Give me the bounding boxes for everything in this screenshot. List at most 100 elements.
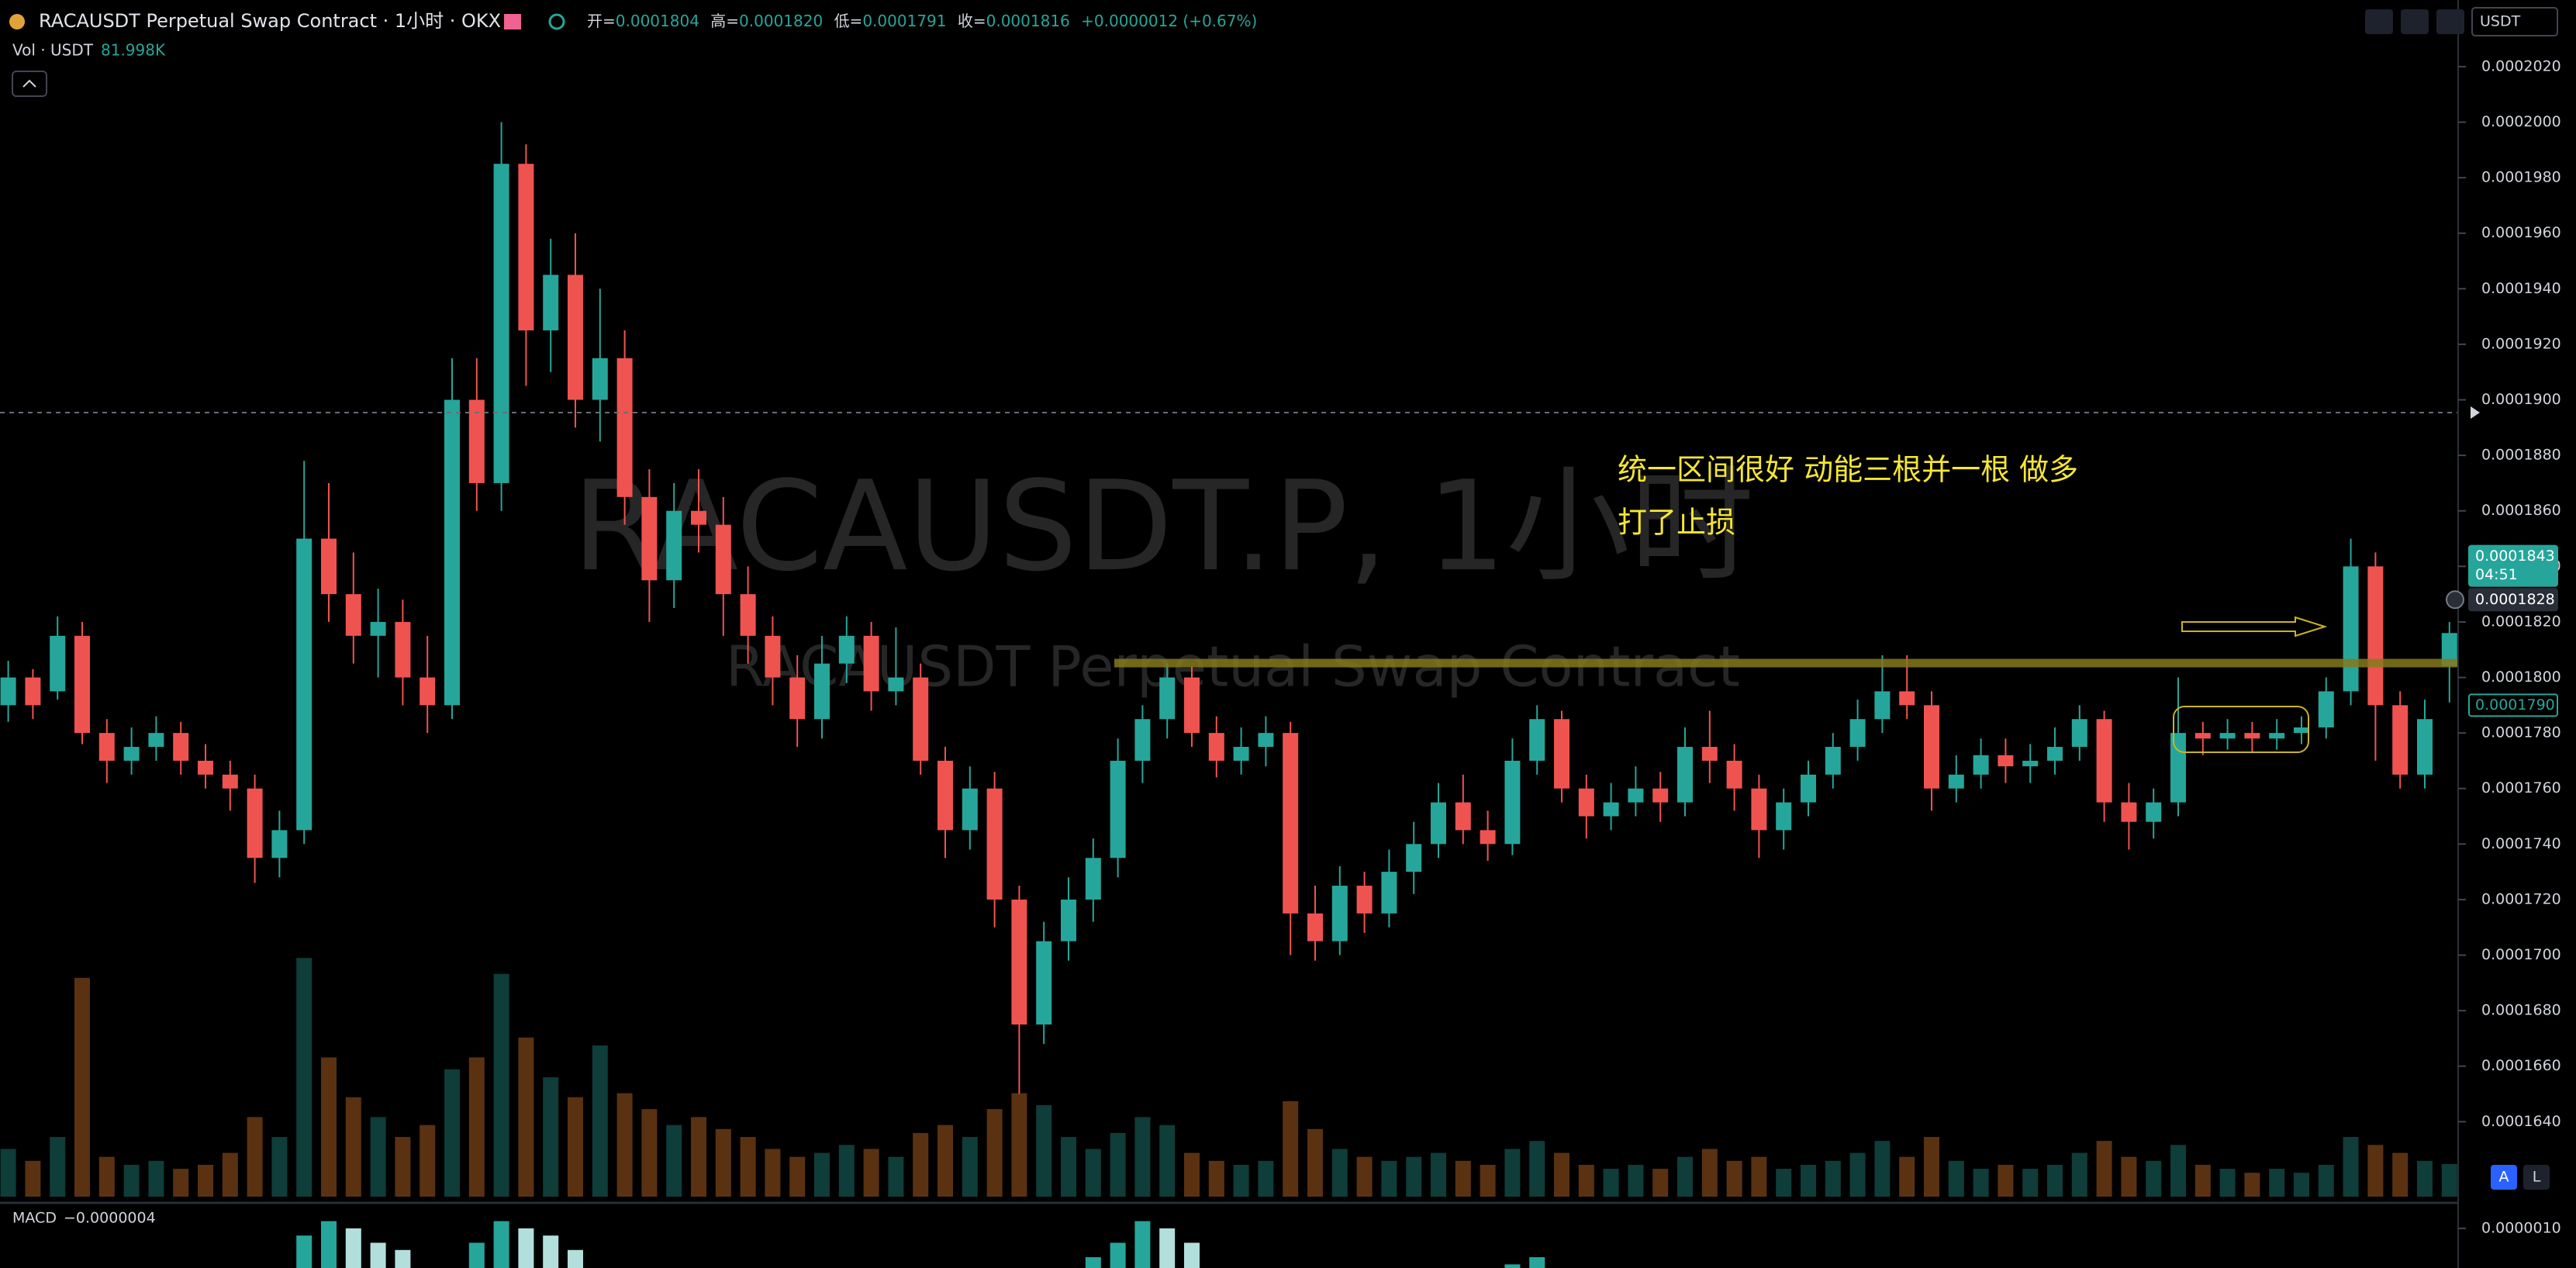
macd-value: −0.0000004: [64, 1210, 156, 1227]
volume-bar: [1381, 1160, 1397, 1197]
volume-bar: [2392, 1152, 2409, 1197]
currency-dropdown[interactable]: [2471, 7, 2558, 36]
collapse-button[interactable]: [12, 71, 47, 97]
candle-body: [1948, 774, 1964, 789]
macd-bar: [1504, 1264, 1521, 1268]
volume-bar: [641, 1109, 658, 1197]
y-tick-label: 0.0001660: [2481, 1057, 2561, 1074]
volume-bar: [666, 1125, 682, 1197]
volume-bar: [1529, 1141, 1545, 1197]
price-label: 0.0001828: [2475, 591, 2555, 608]
volume-bar: [765, 1149, 781, 1197]
volume-bar: [370, 1117, 386, 1197]
volume-bar: [1159, 1125, 1176, 1197]
candle-body: [2022, 760, 2039, 767]
candle-body: [888, 677, 904, 692]
macd-bar: [321, 1221, 337, 1268]
volume-bar: [395, 1137, 411, 1197]
candle-body: [1061, 899, 1076, 941]
macd-bar: [370, 1242, 386, 1268]
candle-body: [1849, 719, 1866, 748]
macd-bar: [1529, 1257, 1545, 1268]
ohlc-legend: 开=0.0001804 高=0.0001820 低=0.0001791 收=0.…: [587, 12, 1257, 30]
candle-body: [1307, 913, 1323, 941]
y-tick-label: 0.0001860: [2481, 502, 2561, 519]
volume-bar: [271, 1137, 288, 1197]
status-icon: [548, 13, 565, 30]
candle-body: [98, 733, 115, 761]
volume-bar: [1578, 1164, 1594, 1197]
candle-body: [395, 621, 411, 678]
candle-body: [1603, 802, 1619, 817]
macd-label: MACD: [12, 1210, 57, 1227]
y-tick-label: 0.0001780: [2481, 724, 2561, 741]
candle-body: [1134, 719, 1151, 761]
candle-body: [148, 733, 164, 748]
volume-value: 81.998K: [101, 41, 166, 60]
value: 0.0001804: [616, 12, 699, 30]
candle-body: [2096, 719, 2112, 803]
volume-bar: [913, 1132, 929, 1197]
auto-scale-button[interactable]: [2491, 1165, 2517, 1190]
volume-bar: [1011, 1093, 1027, 1197]
volume-bar: [1036, 1105, 1052, 1197]
volume-bar: [2441, 1163, 2457, 1197]
toolbar-button[interactable]: [2401, 9, 2429, 34]
candle-body: [296, 538, 313, 831]
candle-body: [1110, 760, 1126, 859]
candle-body: [715, 524, 731, 595]
candle-body: [2294, 727, 2309, 734]
candle-body: [1036, 941, 1052, 1025]
candle-body: [1825, 747, 1841, 775]
candle-body: [765, 635, 781, 678]
auto-scale-label: A: [2499, 1169, 2509, 1186]
candle-body: [789, 677, 806, 720]
candle-body: [468, 399, 485, 483]
volume-bar: [0, 1149, 16, 1197]
volume-bar: [1677, 1156, 1693, 1197]
candle-body: [2219, 733, 2236, 739]
candle-body: [50, 635, 66, 692]
candle-body: [986, 788, 1003, 900]
volume-bar: [1208, 1160, 1224, 1197]
volume-bar: [2022, 1169, 2039, 1197]
toolbar-button[interactable]: [2436, 9, 2464, 34]
candle-body: [2244, 733, 2260, 739]
candle-body: [1554, 719, 1569, 789]
macd-bar: [296, 1235, 313, 1268]
volume-bar: [2047, 1164, 2063, 1197]
label: 高=: [710, 12, 739, 30]
y-tick-label: 0.0001760: [2481, 779, 2561, 796]
candle-body: [493, 164, 509, 483]
volume-bar: [444, 1069, 460, 1197]
volume-bar: [2318, 1164, 2334, 1197]
y-tick-label: 0.0001820: [2481, 613, 2561, 630]
volume-bar: [1726, 1160, 1742, 1197]
toolbar-button[interactable]: [2365, 9, 2393, 34]
volume-bar: [1554, 1152, 1569, 1197]
volume-bar: [1110, 1132, 1126, 1197]
candle-body: [1258, 733, 1274, 748]
log-scale-button[interactable]: [2523, 1165, 2550, 1190]
volume-label: Vol · USDT: [12, 41, 94, 60]
candle-body: [1085, 858, 1101, 900]
candle-body: [420, 677, 436, 706]
volume-bar: [1874, 1141, 1891, 1197]
price-label-box: [2468, 693, 2558, 717]
volume-bar: [715, 1128, 731, 1197]
y-tick-label: 0.0001960: [2481, 224, 2561, 241]
add-alert-icon[interactable]: [2446, 590, 2464, 610]
countdown-label: 04:51: [2475, 566, 2518, 583]
candle-body: [2318, 691, 2334, 727]
volume-bar: [1776, 1169, 1792, 1197]
volume-bar: [1455, 1160, 1471, 1197]
candle-body: [321, 538, 337, 595]
label: 低=: [834, 12, 863, 30]
volume-bar: [2219, 1169, 2236, 1197]
volume-bar: [1628, 1164, 1644, 1197]
volume-bar: [1801, 1164, 1816, 1197]
candle-body: [1726, 760, 1742, 789]
volume-bar: [938, 1125, 953, 1197]
